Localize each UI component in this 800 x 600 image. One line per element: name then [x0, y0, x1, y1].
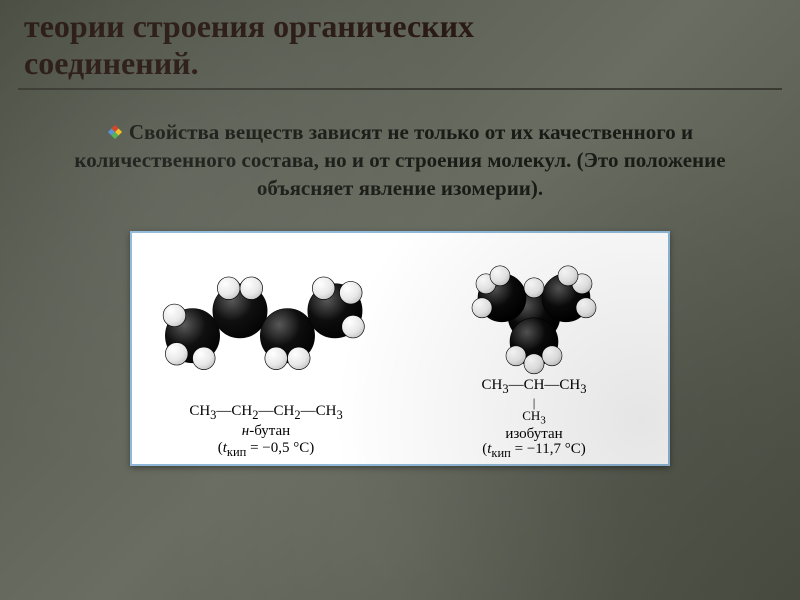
panel-n-butane: CH3—CH2—CH2—CH3 н-бутан (tкип = −0,5 °C): [132, 233, 400, 464]
formula-text: CH3—CH2—CH2—CH3: [189, 403, 342, 419]
formula-n-butane: CH3—CH2—CH2—CH3 н-бутан (tкип = −0,5 °C): [189, 403, 342, 460]
molecule-isobutane: [404, 239, 664, 379]
compound-name: изобутан: [481, 427, 586, 442]
panel-isobutane: CH3—CH—CH3 |CH3 изобутан (tкип = −11,7 °…: [400, 233, 668, 464]
title-line-2: соединений.: [24, 45, 199, 81]
body-text: Свойства веществ зависят не только от их…: [74, 120, 725, 201]
boiling-point: (tкип = −11,7 °C): [481, 442, 586, 460]
molecule-n-butane: [136, 239, 396, 403]
slide-title: теории строения органических соединений.: [0, 0, 800, 82]
compound-name: н-бутан: [189, 423, 342, 440]
formula-isobutane: CH3—CH—CH3 |CH3 изобутан (tкип = −11,7 °…: [481, 378, 586, 459]
diamond-bullet-icon: [107, 119, 123, 135]
isomer-figure: CH3—CH2—CH2—CH3 н-бутан (tкип = −0,5 °C)…: [130, 231, 670, 466]
title-line-1: теории строения органических: [24, 8, 474, 44]
formula-line-2: |CH3: [481, 396, 586, 426]
boiling-point: (tкип = −0,5 °C): [189, 440, 342, 459]
body-paragraph: Свойства веществ зависят не только от их…: [0, 90, 800, 203]
formula-line-1: CH3—CH—CH3: [481, 377, 586, 393]
